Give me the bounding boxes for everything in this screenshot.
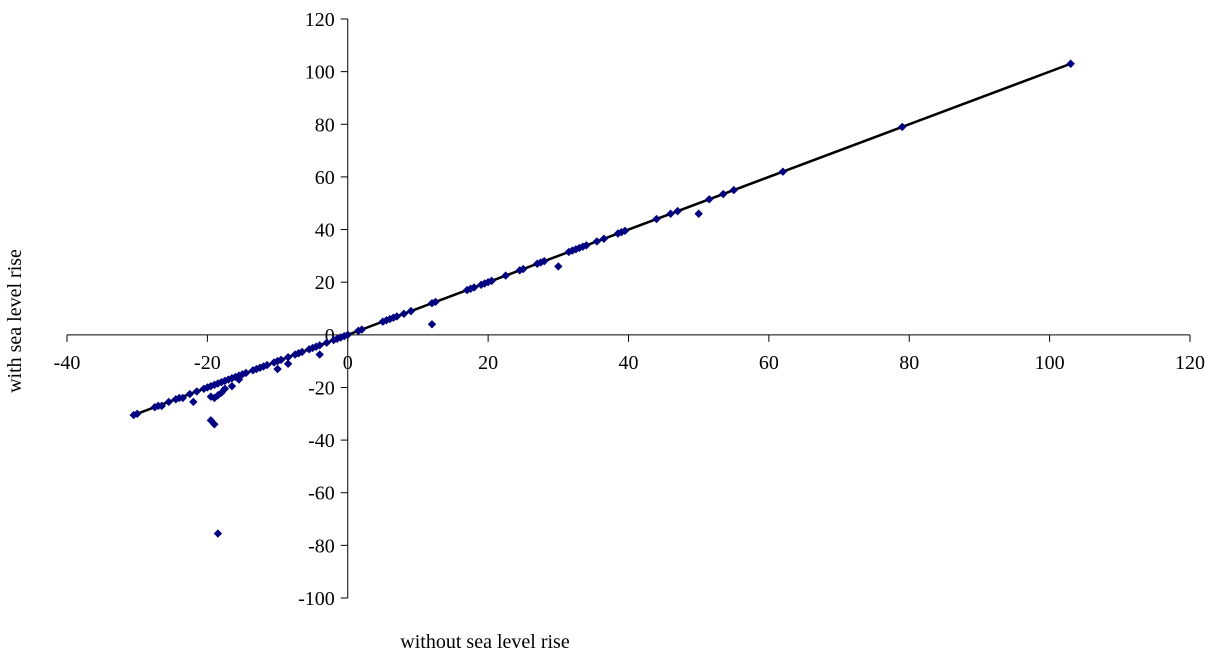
- data-point: [185, 389, 195, 399]
- data-point: [673, 206, 682, 216]
- data-point: [189, 397, 198, 407]
- x-tick-label: 120: [1175, 352, 1205, 374]
- data-point: [322, 338, 331, 347]
- data-point: [617, 227, 626, 237]
- data-point: [132, 409, 142, 418]
- data-point: [203, 383, 212, 392]
- data-points: [129, 59, 1075, 538]
- data-point: [501, 271, 510, 280]
- data-point: [343, 330, 352, 340]
- y-tick-label: -20: [308, 377, 335, 399]
- y-tick-label: 80: [315, 114, 335, 136]
- data-point: [213, 529, 223, 538]
- data-point: [357, 325, 366, 334]
- x-tick-label: 80: [899, 352, 919, 374]
- data-point: [599, 234, 609, 243]
- data-point: [554, 262, 563, 271]
- data-point: [705, 195, 714, 204]
- data-point: [719, 189, 728, 199]
- x-tick-label: 100: [1035, 352, 1065, 374]
- data-point: [469, 283, 479, 292]
- data-point: [487, 276, 496, 286]
- data-point: [898, 122, 907, 132]
- x-tick-label: 0: [343, 352, 353, 374]
- data-point: [399, 309, 409, 318]
- y-tick-label: -60: [308, 483, 335, 505]
- data-point: [613, 229, 623, 238]
- data-point: [276, 355, 286, 365]
- data-point: [652, 214, 661, 224]
- data-point: [241, 368, 251, 378]
- y-axis-ticks: -100 -80 -60 -40 -20 0 20 40 60 80 100 120: [298, 9, 348, 610]
- data-point: [427, 320, 437, 329]
- data-point: [406, 306, 416, 316]
- data-point: [515, 266, 524, 275]
- data-point: [729, 185, 738, 195]
- x-axis-title: without sea level rise: [400, 631, 570, 653]
- x-tick-label: 20: [478, 352, 498, 374]
- data-point: [568, 246, 577, 255]
- data-point: [666, 209, 675, 218]
- data-point: [564, 247, 574, 257]
- data-point: [315, 341, 324, 350]
- data-point: [582, 241, 591, 250]
- y-tick-label: 100: [305, 62, 335, 84]
- data-point: [578, 242, 588, 251]
- data-point: [533, 259, 542, 268]
- x-tick-label: 40: [619, 352, 639, 374]
- y-tick-label: -80: [308, 535, 335, 557]
- data-point: [227, 381, 237, 391]
- data-point: [392, 312, 402, 321]
- data-point: [220, 376, 230, 386]
- data-point: [192, 387, 202, 396]
- data-point: [694, 209, 703, 218]
- axes: [67, 19, 1190, 598]
- y-tick-label: 40: [315, 220, 335, 242]
- data-point: [1066, 59, 1075, 68]
- data-point: [273, 364, 282, 374]
- data-point: [220, 384, 230, 393]
- data-point: [519, 264, 528, 274]
- y-tick-label: 0: [325, 325, 335, 347]
- data-point: [283, 352, 293, 362]
- y-tick-label: 60: [315, 167, 335, 189]
- data-point: [540, 256, 549, 266]
- y-tick-label: 20: [315, 272, 335, 294]
- data-point: [210, 420, 219, 429]
- data-point: [234, 375, 244, 384]
- x-tick-label: -20: [194, 352, 221, 374]
- data-point: [262, 360, 272, 370]
- data-point: [164, 397, 173, 407]
- y-tick-label: -100: [298, 588, 335, 610]
- y-tick-label: 120: [305, 9, 335, 31]
- data-point: [297, 347, 307, 357]
- x-axis-ticks: -40 -20 0 20 40 60 80 100 120: [54, 334, 1205, 374]
- data-point: [157, 401, 166, 411]
- x-tick-label: -40: [54, 352, 81, 374]
- data-point: [283, 359, 293, 368]
- data-point: [592, 237, 602, 246]
- data-point: [620, 226, 630, 236]
- data-point: [315, 350, 324, 359]
- data-point: [178, 393, 188, 403]
- y-axis-title: with sea level rise: [4, 249, 26, 393]
- y-tick-label: -40: [308, 430, 335, 452]
- data-point: [431, 297, 440, 307]
- x-tick-label: 60: [759, 352, 779, 374]
- data-point: [778, 167, 788, 176]
